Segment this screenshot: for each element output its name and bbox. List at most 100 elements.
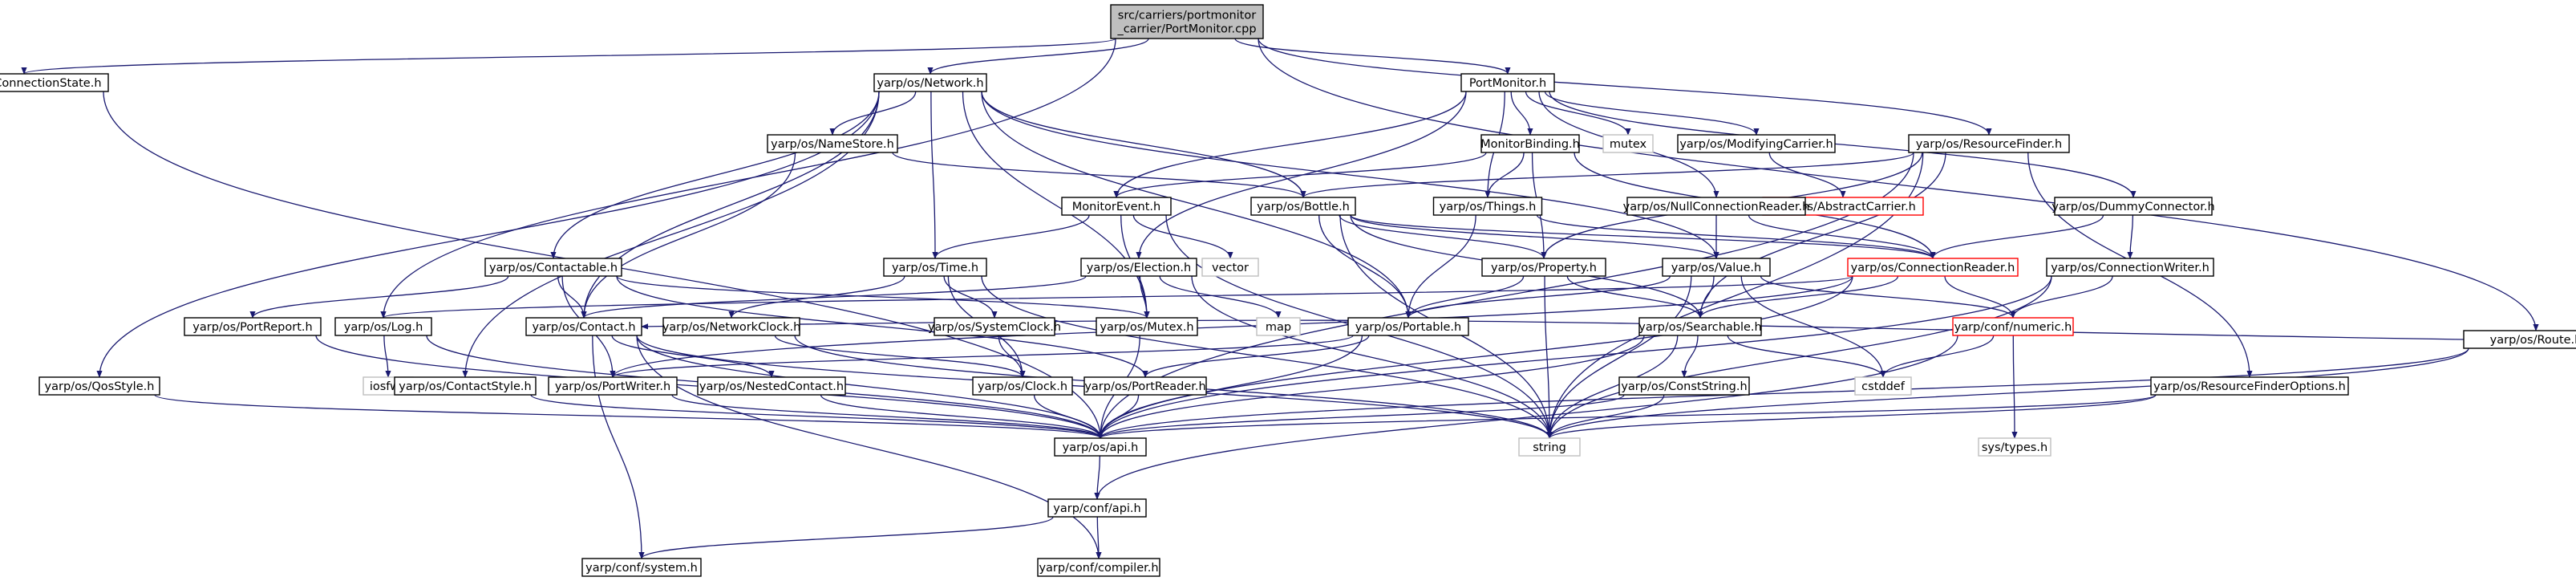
node-nestedcontact[interactable]: yarp/os/NestedContact.h — [697, 376, 846, 396]
node-value-box — [1662, 258, 1771, 277]
edge-searchable-to-string — [1546, 335, 1679, 439]
edge-root-to-resfinder — [1258, 38, 1992, 136]
edge-namestore-to-bottle — [892, 152, 1306, 198]
edge-netclock-to-clock — [774, 335, 1026, 378]
node-time[interactable]: yarp/os/Time.h — [883, 258, 987, 277]
node-route[interactable]: yarp/os/Route.h — [2463, 330, 2576, 349]
node-cstddef: cstddef — [1854, 376, 1912, 396]
node-clock[interactable]: yarp/os/Clock.h — [972, 376, 1073, 396]
node-mutexh-box — [1096, 317, 1198, 336]
node-contactstyle[interactable]: yarp/os/ContactStyle.h — [394, 376, 537, 396]
node-map: map — [1256, 317, 1301, 336]
node-netclock[interactable]: yarp/os/NetworkClock.h — [662, 317, 801, 336]
node-portreport-box — [184, 317, 322, 336]
edge-bottle-to-connreader — [1350, 214, 1936, 259]
node-string-box — [1518, 437, 1581, 457]
node-portwriter[interactable]: yarp/os/PortWriter.h — [548, 376, 678, 396]
node-bottle[interactable]: yarp/os/Bottle.h — [1250, 197, 1356, 216]
node-root[interactable]: src/carriers/portmonitor _carrier/PortMon… — [1110, 4, 1264, 39]
node-sysclock[interactable]: yarp/os/SystemClock.h — [928, 317, 1061, 336]
node-log[interactable]: yarp/os/Log.h — [334, 317, 432, 336]
node-confapi-label: yarp/conf/api.h — [1053, 502, 1140, 515]
node-conststring[interactable]: yarp/os/ConstString.h — [1618, 376, 1750, 396]
node-monevent[interactable]: MonitorEvent.h — [1061, 197, 1172, 216]
node-resfinder[interactable]: yarp/os/ResourceFinder.h — [1908, 134, 2070, 153]
edge-nullconn-to-connreader — [1748, 214, 1936, 259]
node-contactable[interactable]: yarp/os/Contactable.h — [484, 258, 622, 277]
node-election[interactable]: yarp/os/Election.h — [1080, 258, 1197, 277]
edge-contactstyle-to-api — [530, 394, 1104, 439]
edge-portmonitor-to-modcarrier — [1544, 91, 1760, 136]
edge-resfinderopts-to-api — [1097, 394, 2157, 439]
node-election-label: yarp/os/Election.h — [1087, 262, 1192, 274]
node-nestedcontact-label: yarp/os/NestedContact.h — [699, 380, 844, 393]
node-clock-label: yarp/os/Clock.h — [978, 380, 1067, 393]
node-confapi[interactable]: yarp/conf/api.h — [1047, 498, 1147, 518]
node-string-label: string — [1533, 441, 1566, 454]
node-confcompiler[interactable]: yarp/conf/compiler.h — [1037, 558, 1160, 577]
node-portreader-label: yarp/os/PortReader.h — [1084, 380, 1205, 393]
node-resfinderopts[interactable]: yarp/os/ResourceFinderOptions.h — [2150, 376, 2349, 396]
node-api-box — [1054, 437, 1147, 457]
node-portwriter-label: yarp/os/PortWriter.h — [555, 380, 670, 393]
edge-nestedcontact-to-api — [820, 394, 1104, 439]
node-contact[interactable]: yarp/os/Contact.h — [525, 317, 642, 336]
edge-things-to-connreader — [1536, 214, 1936, 259]
node-value[interactable]: yarp/os/Value.h — [1662, 258, 1771, 277]
node-modcarrier[interactable]: yarp/os/ModifyingCarrier.h — [1677, 134, 1836, 153]
node-connstate[interactable]: yarp/os/ConnectionState.h — [0, 73, 109, 92]
node-searchable[interactable]: yarp/os/Searchable.h — [1638, 317, 1762, 336]
node-mutexx: mutex — [1602, 134, 1654, 153]
node-dummyconn-label: yarp/os/DummyConnector.h — [2051, 201, 2214, 213]
edge-time-to-sysclock — [943, 275, 998, 319]
node-portmonitor-label: PortMonitor.h — [1469, 77, 1546, 90]
node-map-label: map — [1266, 321, 1291, 334]
node-numeric[interactable]: yarp/conf/numeric.h — [1952, 317, 2074, 336]
node-clock-box — [972, 376, 1073, 396]
node-confsystem-label: yarp/conf/system.h — [585, 562, 698, 575]
node-api[interactable]: yarp/os/api.h — [1054, 437, 1147, 457]
node-portmonitor[interactable]: PortMonitor.h — [1460, 73, 1555, 92]
edge-portmonitor-to-dummyconn — [1549, 91, 2137, 198]
node-confapi-box — [1047, 498, 1147, 518]
edge-resfinderopts-to-string — [1546, 394, 2157, 439]
node-dummyconn[interactable]: yarp/os/DummyConnector.h — [2051, 197, 2215, 216]
node-numeric-box — [1952, 317, 2074, 336]
node-namestore-label: yarp/os/NameStore.h — [771, 138, 894, 151]
node-portreader[interactable]: yarp/os/PortReader.h — [1083, 376, 1207, 396]
node-mutexh[interactable]: yarp/os/Mutex.h — [1096, 317, 1198, 336]
node-sysclock-box — [934, 317, 1055, 336]
edge-root-to-connstate — [21, 38, 1116, 75]
node-confcompiler-box — [1037, 558, 1160, 577]
node-nullconn[interactable]: yarp/os/NullConnectionReader.h — [1623, 197, 1810, 216]
node-network[interactable]: yarp/os/Network.h — [873, 73, 987, 92]
node-bottle-box — [1250, 197, 1356, 216]
node-connstate-label: yarp/os/ConnectionState.h — [0, 77, 102, 90]
edge-sysclock-to-clock — [998, 335, 1026, 378]
node-things[interactable]: yarp/os/Things.h — [1432, 197, 1543, 216]
node-connwriter[interactable]: yarp/os/ConnectionWriter.h — [2046, 258, 2214, 277]
edge-value-to-portable — [1405, 275, 1671, 319]
node-namestore[interactable]: yarp/os/NameStore.h — [767, 134, 898, 153]
edge-contact-to-confsystem — [592, 335, 645, 559]
node-monbinding-label: MonitorBinding.h — [1480, 138, 1580, 151]
edge-connreader-to-log — [380, 275, 1853, 319]
node-resfinderopts-label: yarp/os/ResourceFinderOptions.h — [2153, 380, 2346, 393]
node-cstddef-label: cstddef — [1861, 380, 1906, 393]
node-monbinding[interactable]: MonitorBinding.h — [1480, 134, 1580, 153]
node-connreader[interactable]: yarp/os/ConnectionReader.h — [1847, 258, 2019, 277]
node-string: string — [1518, 437, 1581, 457]
edge-confapi-to-confcompiler — [1096, 516, 1102, 559]
node-route-label: yarp/os/Route.h — [2490, 334, 2576, 347]
edge-portmonitor-to-monbinding — [1510, 91, 1533, 136]
edge-property-to-string — [1544, 275, 1553, 439]
node-portable[interactable]: yarp/os/Portable.h — [1347, 317, 1469, 336]
node-confsystem[interactable]: yarp/conf/system.h — [581, 558, 702, 577]
node-property[interactable]: yarp/os/Property.h — [1481, 258, 1606, 277]
edge-dummyconn-to-connreader — [1930, 214, 2104, 259]
node-connreader-label: yarp/os/ConnectionReader.h — [1851, 262, 2015, 274]
node-searchable-label: yarp/os/Searchable.h — [1638, 321, 1761, 334]
edge-dummyconn-to-connwriter — [2127, 214, 2134, 259]
node-portreport[interactable]: yarp/os/PortReport.h — [184, 317, 322, 336]
node-qosstyle[interactable]: yarp/os/QosStyle.h — [38, 376, 160, 396]
